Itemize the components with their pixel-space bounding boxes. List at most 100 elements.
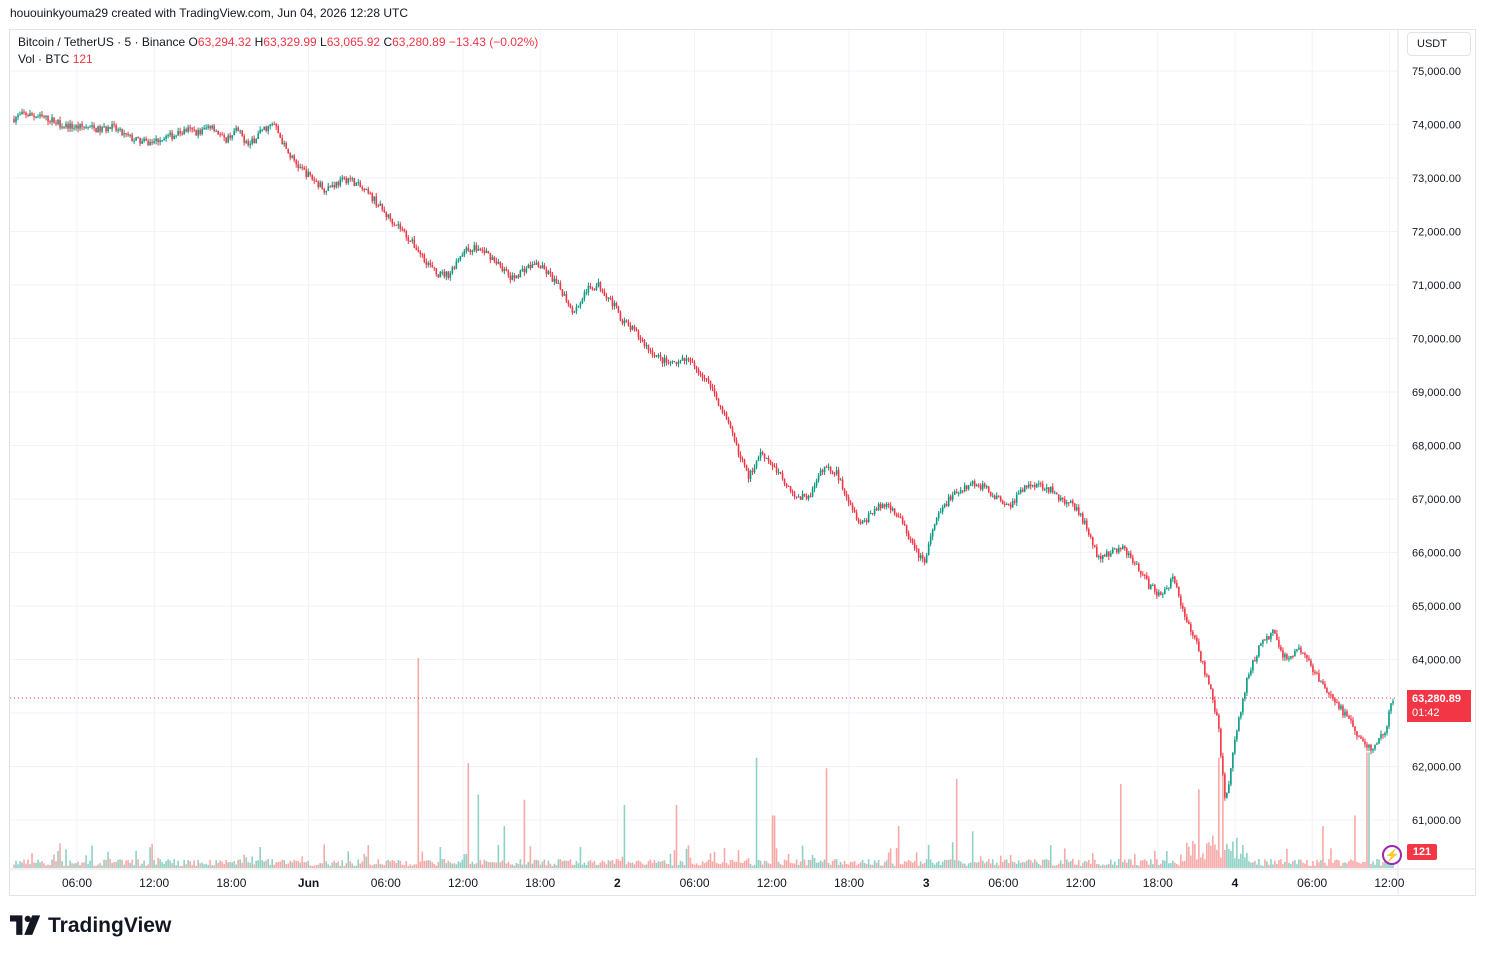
- candle-body: [825, 466, 828, 468]
- candle-body: [455, 261, 458, 269]
- candle-body: [1318, 673, 1320, 682]
- x-tick-label: 4: [1232, 876, 1239, 890]
- volume-bar: [25, 863, 27, 868]
- volume-bar: [1065, 859, 1068, 868]
- candle-body: [1051, 486, 1054, 493]
- y-tick-label: 73,000.00: [1412, 173, 1461, 185]
- volume-bar: [535, 859, 538, 868]
- candle-body: [1380, 734, 1382, 739]
- candle-body: [535, 262, 538, 265]
- candle-body: [987, 486, 990, 492]
- candle-body: [343, 177, 346, 179]
- candle-body: [1166, 587, 1168, 590]
- volume-bar: [1288, 862, 1290, 868]
- volume-bar: [669, 853, 672, 868]
- candle-body: [901, 517, 904, 524]
- candle-body: [775, 466, 778, 473]
- candle-body: [661, 357, 664, 364]
- candle-body: [351, 178, 354, 180]
- symbol-label[interactable]: Bitcoin / TetherUS · 5 · Binance: [18, 35, 186, 49]
- candle-body: [873, 508, 876, 515]
- volume-bar: [845, 864, 848, 868]
- volume-bar: [411, 865, 414, 868]
- volume-bar: [717, 863, 720, 868]
- volume-bar: [485, 861, 488, 868]
- volume-bar: [981, 860, 984, 868]
- candle-body: [329, 186, 332, 188]
- candle-body: [27, 115, 29, 117]
- volume-bar: [673, 850, 676, 868]
- candle-body: [247, 141, 249, 146]
- volume-bar: [219, 860, 221, 868]
- volume-bar: [1021, 862, 1024, 868]
- candle-body: [451, 267, 454, 274]
- candle-body: [167, 135, 169, 137]
- volume-bar: [359, 863, 362, 868]
- candle-body: [485, 250, 488, 253]
- volume-bar: [355, 865, 358, 868]
- volume-bar: [1194, 843, 1196, 868]
- volume-bar: [855, 865, 858, 868]
- candle-body: [729, 422, 732, 428]
- volume-bar: [661, 861, 664, 868]
- volume-bar: [475, 863, 478, 868]
- candle-body: [397, 224, 400, 226]
- candle-body: [1198, 641, 1200, 652]
- candle-body: [443, 271, 446, 277]
- volume-bar: [1013, 862, 1016, 868]
- candle-body: [1244, 692, 1246, 699]
- volume-bar: [81, 862, 83, 868]
- candle-body: [1029, 484, 1032, 487]
- candle-body: [223, 135, 225, 138]
- candle-body: [199, 129, 201, 135]
- candle-body: [253, 138, 255, 144]
- candle-body: [945, 504, 948, 506]
- lightning-icon[interactable]: ⚡: [1382, 845, 1402, 865]
- volume-bar: [895, 847, 898, 868]
- currency-button[interactable]: USDT: [1407, 32, 1471, 56]
- x-tick-label: 12:00: [139, 876, 169, 890]
- candle-body: [407, 237, 410, 241]
- candle-body: [265, 126, 267, 132]
- volume-bar: [649, 859, 652, 868]
- candle-body: [1065, 502, 1068, 504]
- candle-body: [1288, 658, 1290, 660]
- volume-bar: [339, 865, 342, 868]
- volume-bar: [131, 859, 133, 868]
- tradingview-logo[interactable]: TradingView: [10, 914, 171, 938]
- candle-body: [717, 398, 720, 406]
- volume-bar: [1188, 846, 1190, 868]
- volume-bar: [949, 859, 952, 868]
- volume-label[interactable]: Vol · BTC: [18, 52, 70, 66]
- candle-body: [169, 132, 171, 136]
- candle-body: [1264, 639, 1266, 641]
- volume-bar: [75, 863, 77, 868]
- candle-body: [681, 357, 684, 361]
- volume-bar: [943, 859, 946, 868]
- volume-bar: [407, 865, 410, 868]
- candle-body: [479, 248, 482, 250]
- volume-bar: [937, 860, 940, 868]
- candle-body: [1057, 494, 1060, 501]
- volume-bar: [383, 865, 386, 868]
- volume-bar: [731, 859, 734, 868]
- volume-bar: [1354, 815, 1356, 868]
- candle-body: [1358, 736, 1360, 738]
- volume-bar: [183, 859, 185, 868]
- candle-body: [259, 129, 261, 134]
- candle-body: [1134, 562, 1136, 564]
- volume-bar: [1190, 855, 1192, 868]
- volume-bar: [1124, 859, 1126, 868]
- volume-bar: [91, 845, 93, 868]
- volume-bar: [57, 850, 59, 868]
- candle-body: [37, 116, 39, 118]
- volume-bar: [745, 859, 748, 868]
- volume-bar: [1218, 757, 1220, 868]
- volume-bar: [1037, 863, 1040, 868]
- candle-body: [677, 361, 680, 365]
- candle-body: [569, 304, 572, 308]
- x-tick-label: 18:00: [1143, 876, 1173, 890]
- volume-bar: [839, 861, 842, 868]
- volume-bar: [73, 863, 75, 868]
